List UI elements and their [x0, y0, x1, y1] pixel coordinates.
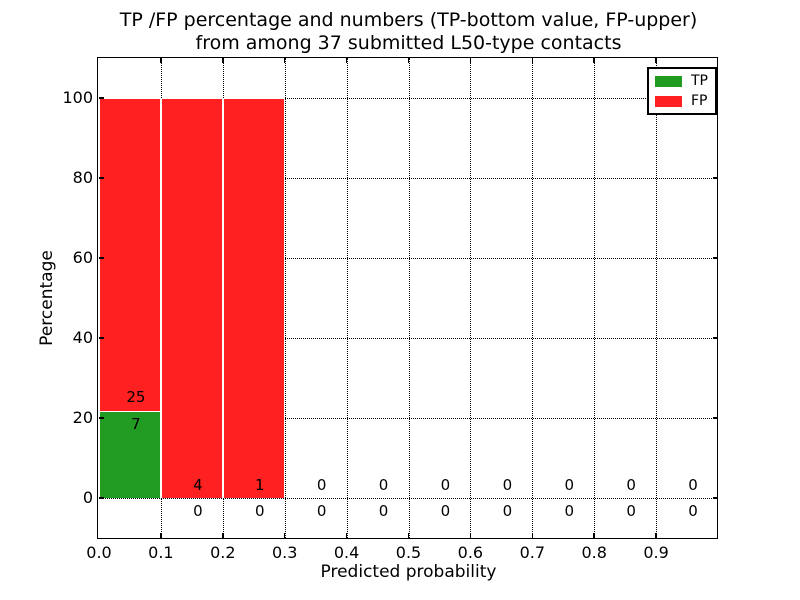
x-tick-mark [345, 533, 348, 538]
chart-title: TP /FP percentage and numbers (TP-bottom… [99, 9, 718, 55]
y-tick-mark [99, 177, 104, 179]
fp-count-label: 0 [378, 475, 389, 494]
x-tick-label: 0.6 [457, 543, 484, 562]
fp-count-label: 0 [688, 475, 698, 494]
x-tick-label: 0.2 [210, 543, 236, 562]
tp-bar-segment [99, 410, 161, 498]
x-tick-mark [160, 533, 162, 538]
x-tick-mark [469, 58, 472, 63]
y-tick-label: 40 [72, 328, 93, 347]
fp-count-label: 0 [440, 475, 451, 494]
fp-count-label: 0 [564, 475, 575, 494]
fp-bar-segment [99, 98, 161, 411]
tp-count-label: 0 [502, 502, 513, 521]
legend: TP FP [647, 67, 717, 115]
tp-count-label: 0 [626, 502, 636, 521]
tp-count-label: 0 [564, 502, 575, 521]
legend-swatch-fp-icon [655, 95, 682, 107]
y-tick-mark [99, 337, 104, 339]
x-tick-label: 0.3 [271, 543, 298, 562]
v-gridline [532, 58, 534, 538]
y-tick-label: 100 [62, 88, 93, 107]
v-gridline [346, 58, 348, 538]
x-tick-mark [407, 58, 410, 63]
tp-count-label: 0 [688, 502, 698, 521]
x-tick-mark [593, 58, 595, 63]
y-tick-label: 60 [72, 248, 93, 267]
x-axis-label: Predicted probability [320, 562, 497, 582]
x-tick-mark [283, 58, 286, 63]
x-tick-label: 0.8 [581, 543, 607, 562]
x-tick-label: 0.4 [333, 543, 360, 562]
x-tick-mark [222, 58, 224, 63]
y-tick-mark [99, 497, 104, 499]
x-tick-mark [593, 533, 595, 538]
tp-count-label: 0 [440, 502, 451, 521]
x-tick-label: 0.1 [148, 543, 174, 562]
chart-title-line1: TP /FP percentage and numbers (TP-bottom… [119, 9, 698, 31]
chart-title-line2: from among 37 submitted L50-type contact… [195, 32, 622, 54]
fp-bar-segment [160, 98, 223, 498]
v-gridline [656, 58, 658, 538]
y-tick-mark [99, 417, 104, 419]
legend-item-tp: TP [655, 74, 708, 88]
legend-swatch-tp-icon [655, 75, 682, 87]
tp-count-label: 0 [316, 502, 327, 521]
y-tick-mark [713, 417, 718, 419]
y-tick-mark [713, 257, 718, 259]
x-tick-mark [160, 58, 162, 63]
legend-item-fp: FP [655, 94, 708, 108]
y-tick-mark [713, 177, 718, 179]
x-tick-label: 0.9 [643, 543, 669, 562]
x-tick-mark [655, 58, 657, 63]
y-tick-label: 80 [72, 168, 93, 187]
x-tick-label: 0.0 [86, 543, 112, 562]
fp-bar-segment [222, 98, 285, 498]
x-tick-mark [222, 533, 224, 538]
tp-count-label: 0 [254, 502, 265, 521]
x-tick-mark [345, 58, 348, 63]
v-gridline [408, 58, 410, 538]
y-tick-label: 0 [82, 488, 93, 507]
x-tick-mark [283, 533, 286, 538]
fp-count-label: 25 [126, 388, 146, 407]
fp-count-label: 4 [193, 475, 203, 494]
v-gridline [284, 58, 286, 538]
x-tick-label: 0.5 [395, 543, 422, 562]
fp-count-label: 0 [626, 475, 636, 494]
legend-label-tp: TP [691, 73, 708, 89]
x-tick-mark [531, 58, 534, 63]
y-tick-mark [713, 337, 718, 339]
fp-count-label: 0 [316, 475, 327, 494]
tp-count-label: 0 [193, 502, 203, 521]
y-tick-mark [99, 97, 104, 99]
y-tick-label: 20 [72, 408, 93, 427]
y-tick-mark [713, 497, 718, 499]
x-tick-mark [469, 533, 472, 538]
fp-count-label: 1 [254, 475, 265, 494]
x-tick-mark [407, 533, 410, 538]
tp-count-label: 0 [378, 502, 389, 521]
x-tick-mark [531, 533, 534, 538]
fp-count-label: 0 [502, 475, 513, 494]
x-tick-label: 0.7 [519, 543, 546, 562]
x-tick-mark [655, 533, 657, 538]
v-gridline [470, 58, 472, 538]
v-gridline [594, 58, 596, 538]
y-tick-mark [99, 257, 104, 259]
legend-label-fp: FP [691, 93, 708, 109]
tp-count-label: 7 [131, 414, 141, 433]
